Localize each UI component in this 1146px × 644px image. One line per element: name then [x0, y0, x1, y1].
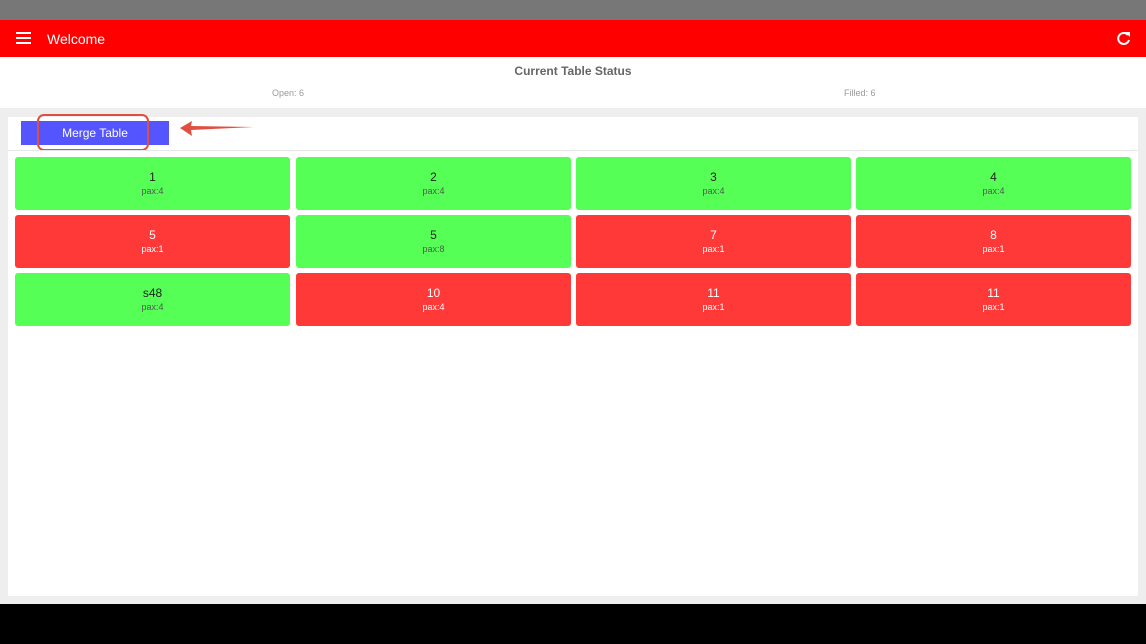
- table-tile[interactable]: 5 pax:8: [296, 215, 571, 268]
- table-name: 10: [426, 286, 441, 300]
- open-count: Open: 6: [272, 88, 305, 98]
- table-pax: pax:4: [141, 186, 164, 196]
- table-name: 3: [710, 170, 717, 184]
- table-pax: pax:1: [702, 302, 725, 312]
- table-tile[interactable]: 11 pax:1: [856, 273, 1131, 326]
- table-tile[interactable]: 2 pax:4: [296, 157, 571, 210]
- table-name: 7: [710, 228, 717, 242]
- table-name: 4: [990, 170, 997, 184]
- table-tile[interactable]: s48 pax:4: [15, 273, 290, 326]
- table-name: 2: [430, 170, 437, 184]
- table-tile[interactable]: 7 pax:1: [576, 215, 851, 268]
- table-name: 5: [430, 228, 437, 242]
- filled-count: Filled: 6: [844, 88, 876, 98]
- table-tile[interactable]: 10 pax:4: [296, 273, 571, 326]
- table-tile[interactable]: 8 pax:1: [856, 215, 1131, 268]
- status-bar: [0, 0, 1146, 20]
- divider: [8, 150, 1138, 151]
- table-pax: pax:4: [982, 186, 1005, 196]
- table-pax: pax:8: [422, 244, 445, 254]
- refresh-icon[interactable]: [1116, 31, 1131, 46]
- table-tile[interactable]: 5 pax:1: [15, 215, 290, 268]
- status-title: Current Table Status: [514, 64, 632, 78]
- table-pax: pax:4: [702, 186, 725, 196]
- table-pax: pax:4: [422, 302, 445, 312]
- menu-icon[interactable]: [16, 32, 32, 45]
- merge-table-button[interactable]: Merge Table: [21, 121, 169, 145]
- status-section: Current Table Status Open: 6 Filled: 6: [0, 57, 1146, 108]
- highlight-outline: [37, 114, 149, 151]
- table-tile[interactable]: 11 pax:1: [576, 273, 851, 326]
- app-title: Welcome: [47, 31, 106, 47]
- table-name: 5: [149, 228, 156, 242]
- table-tile[interactable]: 3 pax:4: [576, 157, 851, 210]
- table-pax: pax:1: [982, 302, 1005, 312]
- annotation-arrow: [180, 121, 254, 136]
- table-name: 11: [707, 286, 720, 300]
- table-name: 1: [149, 170, 156, 184]
- table-name: 8: [990, 228, 997, 242]
- table-tile[interactable]: 4 pax:4: [856, 157, 1131, 210]
- table-pax: pax:4: [141, 302, 164, 312]
- table-pax: pax:1: [702, 244, 725, 254]
- table-name: s48: [142, 286, 163, 300]
- navigation-bar: [0, 604, 1146, 644]
- app-bar: Welcome: [0, 20, 1146, 57]
- table-tile[interactable]: 1 pax:4: [15, 157, 290, 210]
- table-name: 11: [987, 286, 1000, 300]
- table-pax: pax:1: [982, 244, 1005, 254]
- table-pax: pax:1: [141, 244, 164, 254]
- table-pax: pax:4: [422, 186, 445, 196]
